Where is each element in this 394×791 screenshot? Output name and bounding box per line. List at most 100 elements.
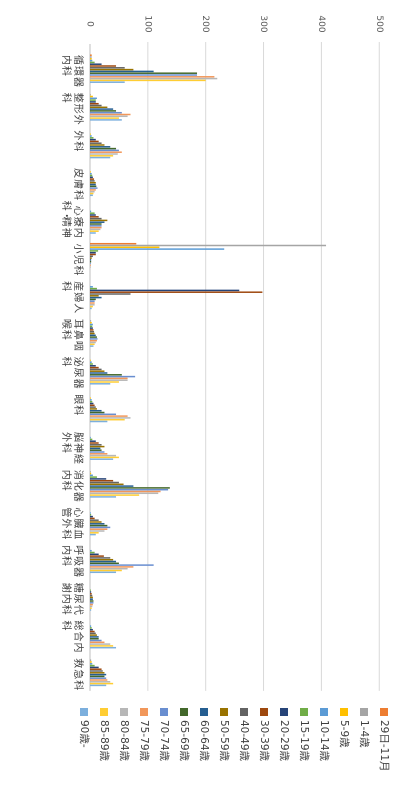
- bar: [90, 418, 125, 421]
- category-label: 脳: [72, 432, 84, 442]
- bar: [90, 605, 93, 608]
- bar: [90, 190, 95, 193]
- bar: [90, 365, 96, 367]
- legend-swatch: [80, 708, 88, 716]
- bar: [90, 97, 97, 100]
- category-label: 外: [60, 518, 72, 528]
- bar: [90, 174, 93, 177]
- bar: [90, 214, 96, 216]
- bar: [90, 679, 108, 681]
- bar: [90, 549, 92, 552]
- bar: [90, 77, 218, 80]
- bar: [90, 454, 117, 457]
- bar: [90, 334, 96, 337]
- bar: [90, 65, 117, 67]
- bar: [90, 594, 93, 597]
- bar: [90, 447, 101, 450]
- tick-label: 0: [85, 21, 95, 27]
- bar: [90, 330, 95, 333]
- bar: [90, 372, 108, 374]
- category-label: 科: [60, 281, 73, 291]
- legend-label: 85-89歳: [98, 720, 110, 762]
- category-label: 尿: [72, 594, 84, 604]
- bar: [90, 560, 117, 563]
- category-label: 外: [72, 115, 84, 125]
- category-label: 合: [72, 632, 85, 642]
- bars: [90, 54, 327, 687]
- bar: [90, 255, 93, 258]
- bar: [90, 226, 102, 229]
- bar: [90, 291, 263, 293]
- bar: [90, 682, 114, 685]
- bar: [90, 636, 99, 638]
- bar: [90, 135, 92, 137]
- bar: [90, 628, 93, 631]
- bar: [90, 332, 95, 335]
- bar: [90, 113, 131, 116]
- category-labels: 循環器内科整形外科外科皮膚科心療内科・精神小児科産婦人科耳鼻咽喉科泌尿器科眼科脳…: [60, 55, 85, 690]
- bar: [90, 470, 91, 473]
- bar: [90, 81, 125, 83]
- category-label: 内: [60, 594, 73, 604]
- bar: [90, 551, 95, 554]
- bar: [90, 187, 98, 189]
- category-label: 科: [60, 93, 73, 103]
- bar: [90, 147, 117, 150]
- bar: [90, 519, 99, 521]
- category-label: 耳: [72, 319, 84, 329]
- bar: [90, 304, 95, 306]
- legend-swatch: [320, 708, 328, 716]
- bar: [90, 302, 95, 304]
- category-label: 臓: [72, 518, 84, 528]
- category-label: 精: [60, 217, 73, 227]
- bar: [90, 223, 102, 225]
- bar: [90, 634, 97, 636]
- bar: [90, 591, 92, 593]
- bar: [90, 221, 105, 223]
- bar: [90, 137, 94, 139]
- bar: [90, 383, 111, 385]
- tick-label: 200: [200, 15, 210, 32]
- bar: [90, 216, 99, 218]
- bar: [90, 153, 118, 155]
- legend-label: 70-74歳: [158, 720, 170, 762]
- bar: [90, 415, 128, 417]
- category-label: 科: [60, 621, 73, 631]
- bar: [90, 492, 159, 495]
- bar: [90, 321, 92, 324]
- bar: [90, 632, 96, 635]
- legend-swatch: [140, 708, 148, 716]
- bar: [90, 79, 206, 82]
- category-label: 循: [72, 55, 85, 65]
- bar: [90, 368, 102, 371]
- category-label: 化: [72, 481, 85, 491]
- bar: [90, 453, 108, 455]
- bar: [90, 400, 93, 403]
- bar: [90, 571, 117, 574]
- bar: [90, 262, 91, 265]
- category-label: 小: [72, 244, 84, 254]
- category-label: 科・: [60, 201, 73, 221]
- legend-swatch: [380, 708, 388, 716]
- bar: [90, 172, 92, 175]
- legend-label: 1-4歳: [358, 720, 370, 748]
- legend-label: 75-79歳: [138, 720, 150, 762]
- category-label: 環: [72, 66, 84, 76]
- bar: [90, 74, 198, 76]
- bar: [90, 70, 154, 73]
- bar: [90, 406, 96, 408]
- category-label: 膚: [72, 179, 85, 189]
- bar: [90, 639, 102, 642]
- category-label: 整: [72, 93, 85, 103]
- bar: [90, 456, 119, 459]
- category-label: 外: [72, 130, 84, 140]
- category-label: 科: [60, 330, 73, 340]
- bar: [90, 149, 119, 152]
- bar: [90, 630, 95, 633]
- legend-label: 5-9歳: [338, 720, 350, 748]
- bar: [90, 440, 96, 442]
- bar: [90, 524, 108, 527]
- bar: [90, 377, 128, 380]
- bar: [90, 359, 91, 362]
- bar: [90, 370, 105, 372]
